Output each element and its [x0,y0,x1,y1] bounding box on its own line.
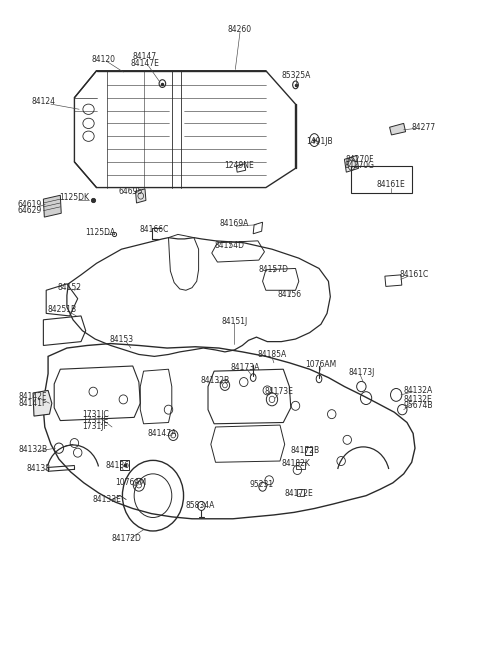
Text: 85834A: 85834A [185,502,215,510]
Text: 84151J: 84151J [221,316,248,326]
Text: 64619: 64619 [17,200,41,209]
Text: 1076AM: 1076AM [115,478,146,487]
Text: 84185A: 84185A [257,350,287,359]
Text: 84132A: 84132A [403,386,432,395]
Text: 84124: 84124 [31,97,55,106]
Text: 84260: 84260 [228,24,252,33]
Polygon shape [390,123,406,135]
Text: 84147A: 84147A [148,429,177,438]
Text: 84172E: 84172E [285,489,313,498]
Text: 64629: 64629 [17,206,41,215]
Text: 95674B: 95674B [403,402,432,410]
Text: 84154D: 84154D [215,241,245,250]
Polygon shape [345,155,359,172]
Text: 84251B: 84251B [48,305,77,314]
Text: 84172D: 84172D [111,534,141,542]
Text: 84152: 84152 [58,283,82,292]
Text: 84132E: 84132E [403,395,432,404]
Text: 1076AM: 1076AM [305,360,336,369]
Text: 95231: 95231 [249,480,273,489]
Text: 84173E: 84173E [264,387,293,396]
Text: 84166C: 84166C [140,225,169,234]
Text: 1731JF: 1731JF [82,422,108,432]
Text: 84138: 84138 [27,464,51,473]
Text: 84161E: 84161E [376,181,405,189]
Text: 84156: 84156 [277,290,301,299]
Text: 84277: 84277 [411,122,435,132]
Text: 1125DK: 1125DK [60,193,89,202]
Text: 84270F: 84270F [346,155,374,164]
Text: 1731JC: 1731JC [82,409,108,419]
Bar [350,166,412,193]
Bar [305,447,312,455]
Text: 84172B: 84172B [290,446,320,455]
Text: 85325A: 85325A [282,71,311,80]
Text: 64695: 64695 [119,187,143,196]
Text: 84133E: 84133E [93,495,122,504]
Text: 84157D: 84157D [259,265,289,274]
Text: 1731JE: 1731JE [82,416,108,425]
Text: 84147: 84147 [133,52,157,61]
Text: 84182K: 84182K [281,459,310,468]
Text: 1249NE: 1249NE [224,161,254,170]
Text: 84173J: 84173J [348,368,374,377]
Text: 84132B: 84132B [201,375,230,384]
Text: 84147E: 84147E [131,58,159,67]
Text: 1125DA: 1125DA [85,228,115,237]
Text: 84153: 84153 [109,335,133,344]
Polygon shape [33,390,52,416]
Text: 84136: 84136 [106,461,130,470]
Bar [120,460,130,470]
Text: 1491JB: 1491JB [306,137,332,146]
Polygon shape [43,195,61,217]
Text: 84270G: 84270G [345,161,375,170]
Polygon shape [135,189,146,203]
Text: 84120: 84120 [92,54,116,64]
Text: 84142F: 84142F [19,392,47,402]
Text: 84169A: 84169A [220,219,249,228]
Text: 84132B: 84132B [18,445,48,454]
Bar [298,489,304,496]
Bar [297,462,305,469]
Text: 84173A: 84173A [231,363,260,372]
Text: 84161C: 84161C [399,271,429,280]
Text: 84141F: 84141F [19,399,47,408]
